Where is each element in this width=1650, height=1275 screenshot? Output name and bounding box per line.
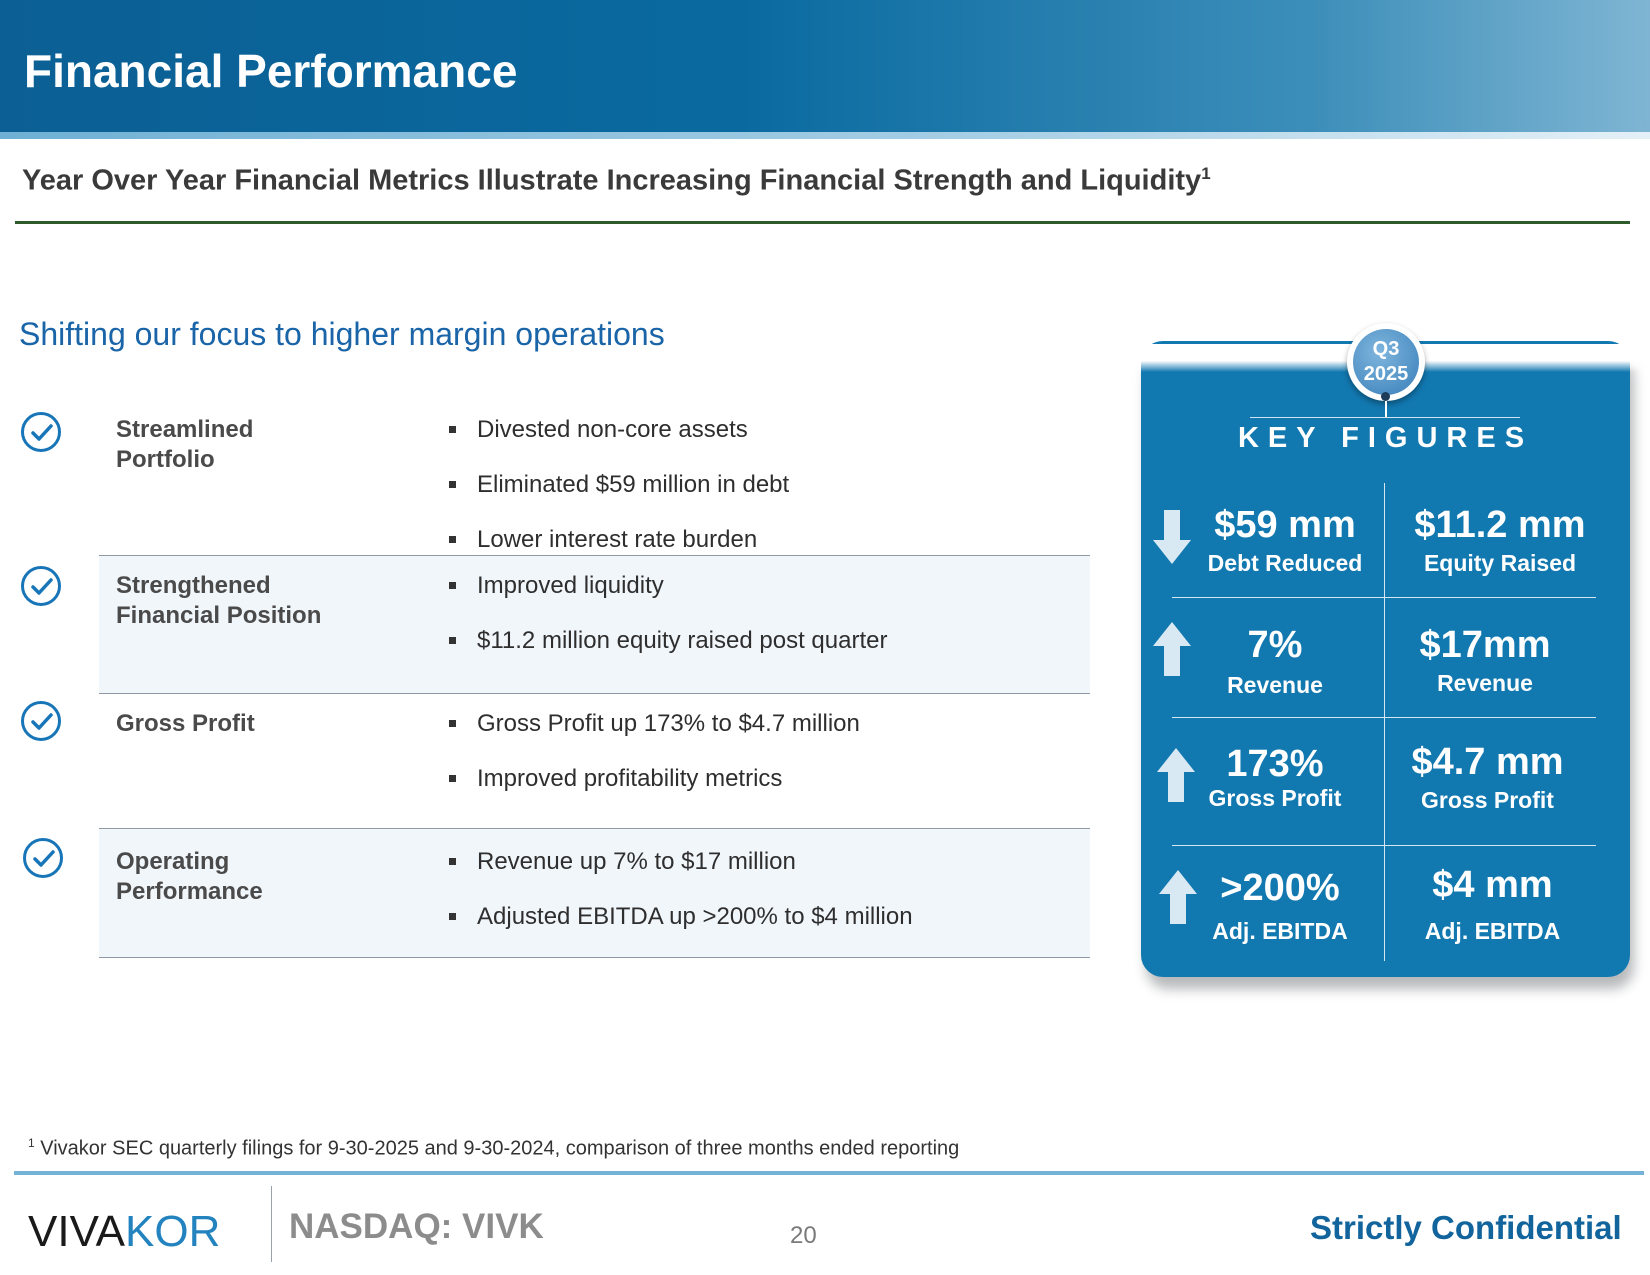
bullet-text: Adjusted EBITDA up >200% to $4 million bbox=[477, 903, 913, 930]
label-line: Gross Profit bbox=[116, 710, 255, 737]
grid-divider-vertical bbox=[1384, 483, 1385, 961]
check-circle-icon bbox=[21, 701, 61, 741]
kf-revenue-amount-value: $17mm bbox=[1419, 624, 1551, 666]
kf-adj-ebitda-amount-value: $4 mm bbox=[1432, 864, 1553, 906]
row-divider bbox=[99, 693, 1090, 694]
arrow-up-icon bbox=[1153, 622, 1191, 676]
grid-divider-horizontal bbox=[1172, 597, 1596, 598]
label-line: Strengthened bbox=[116, 572, 271, 599]
check-circle-icon bbox=[23, 838, 63, 878]
kf-gross-profit-pct-value: 173% bbox=[1226, 743, 1324, 785]
page-number: 20 bbox=[790, 1222, 817, 1249]
kf-revenue-pct-value: 7% bbox=[1247, 624, 1303, 666]
bullet-text: Revenue up 7% to $17 million bbox=[477, 848, 796, 875]
kf-equity-raised-value: $11.2 mm bbox=[1414, 504, 1586, 546]
bullet-item: Improved profitability metrics bbox=[449, 765, 782, 793]
kf-revenue-amount-label: Revenue bbox=[1437, 670, 1533, 696]
bullet-text: $11.2 million equity raised post quarter bbox=[477, 627, 888, 654]
bullet-item: Divested non-core assets bbox=[449, 416, 748, 444]
check-circle-icon bbox=[21, 566, 61, 606]
logo-part-1: VIVA bbox=[28, 1207, 126, 1256]
grid-divider-horizontal bbox=[1172, 845, 1596, 846]
key-figures-top-line bbox=[1250, 417, 1520, 418]
kf-debt-reduced-label: Debt Reduced bbox=[1207, 550, 1363, 576]
bullet-text: Divested non-core assets bbox=[477, 416, 748, 443]
arrow-down-icon bbox=[1153, 510, 1191, 564]
header-band bbox=[0, 0, 1650, 132]
header-rule bbox=[0, 132, 1650, 139]
label-line: Operating bbox=[116, 848, 230, 875]
kf-adj-ebitda-amount-label: Adj. EBITDA bbox=[1424, 918, 1561, 944]
kf-adj-ebitda-pct-value: >200% bbox=[1220, 867, 1340, 909]
subtitle-rule bbox=[15, 221, 1630, 224]
key-figures-title: KEY FIGURES bbox=[1237, 422, 1534, 454]
bullet-item: Adjusted EBITDA up >200% to $4 million bbox=[449, 903, 913, 931]
vivakor-logo: VIVAKOR bbox=[28, 1207, 220, 1257]
grid-divider-horizontal bbox=[1172, 717, 1596, 718]
row-divider bbox=[99, 957, 1090, 958]
kf-gross-profit-amount-label: Gross Profit bbox=[1421, 787, 1554, 813]
row-label-strengthened-financial-position: Strengthened Financial Position bbox=[116, 571, 321, 631]
bullet-item: Improved liquidity bbox=[449, 572, 664, 600]
kf-debt-reduced-value: $59 mm bbox=[1214, 504, 1356, 546]
label-line: Portfolio bbox=[116, 446, 215, 473]
bullet-text: Gross Profit up 173% to $4.7 million bbox=[477, 710, 860, 737]
subtitle-text: Year Over Year Financial Metrics Illustr… bbox=[22, 164, 1202, 197]
kf-equity-raised-label: Equity Raised bbox=[1423, 550, 1577, 576]
key-figures-panel bbox=[1141, 341, 1630, 977]
bullet-text: Improved profitability metrics bbox=[477, 765, 783, 792]
bullet-text: Eliminated $59 million in debt bbox=[477, 471, 790, 498]
bullet-item: Gross Profit up 173% to $4.7 million bbox=[449, 710, 860, 738]
bullet-text: Lower interest rate burden bbox=[477, 526, 758, 553]
logo-part-2: KOR bbox=[125, 1207, 221, 1256]
stock-ticker: NASDAQ: VIVK bbox=[289, 1207, 544, 1246]
footer-divider bbox=[271, 1186, 272, 1262]
bullet-item: Eliminated $59 million in debt bbox=[449, 471, 789, 499]
section-heading: Shifting our focus to higher margin oper… bbox=[19, 316, 665, 352]
footnote-ref: 1 bbox=[28, 1136, 35, 1150]
label-line: Streamlined bbox=[116, 416, 254, 443]
bullet-text: Improved liquidity bbox=[477, 572, 664, 599]
row-background-2 bbox=[99, 556, 1090, 694]
bullet-item: Lower interest rate burden bbox=[449, 526, 757, 554]
kf-adj-ebitda-pct-label: Adj. EBITDA bbox=[1212, 918, 1348, 944]
footnote-text: Vivakor SEC quarterly filings for 9-30-2… bbox=[40, 1137, 960, 1160]
kf-revenue-pct-label: Revenue bbox=[1227, 672, 1323, 698]
arrow-up-icon bbox=[1159, 870, 1197, 924]
confidentiality-notice: Strictly Confidential bbox=[1310, 1209, 1622, 1246]
label-line: Financial Position bbox=[116, 602, 322, 629]
bullet-item: $11.2 million equity raised post quarter bbox=[449, 627, 887, 655]
slide-subtitle: Year Over Year Financial Metrics Illustr… bbox=[22, 164, 1211, 198]
row-divider bbox=[99, 828, 1090, 829]
row-label-gross-profit: Gross Profit bbox=[116, 709, 255, 739]
footnote: 1 Vivakor SEC quarterly filings for 9-30… bbox=[28, 1136, 959, 1161]
label-line: Performance bbox=[116, 878, 263, 905]
badge-year: 2025 bbox=[1363, 363, 1409, 385]
quarter-badge: Q3 2025 bbox=[1353, 329, 1419, 395]
arrow-up-icon bbox=[1157, 748, 1195, 802]
badge-quarter: Q3 bbox=[1372, 338, 1400, 360]
page-title: Financial Performance bbox=[24, 45, 518, 97]
row-background-4 bbox=[99, 829, 1090, 958]
row-divider bbox=[99, 555, 1090, 556]
row-label-streamlined-portfolio: Streamlined Portfolio bbox=[116, 415, 253, 475]
badge-stem bbox=[1385, 401, 1387, 417]
bullet-item: Revenue up 7% to $17 million bbox=[449, 848, 796, 876]
badge-dot bbox=[1381, 392, 1390, 401]
subtitle-footnote-ref: 1 bbox=[1201, 164, 1211, 183]
footer-rule bbox=[14, 1171, 1644, 1175]
row-label-operating-performance: Operating Performance bbox=[116, 847, 263, 907]
kf-gross-profit-amount-value: $4.7 mm bbox=[1411, 741, 1564, 783]
kf-gross-profit-pct-label: Gross Profit bbox=[1208, 785, 1342, 811]
check-circle-icon bbox=[21, 412, 61, 452]
